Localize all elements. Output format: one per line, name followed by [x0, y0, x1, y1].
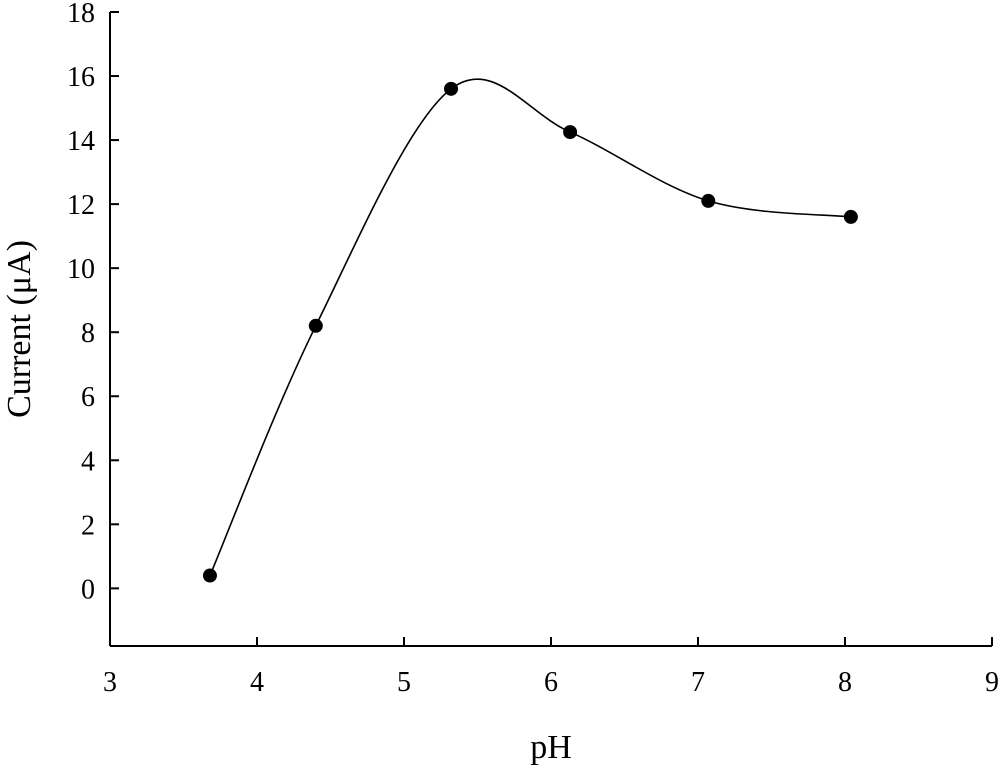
y-axis-ticks: 0 2 4 6 8 10 12 14 16 18: [67, 0, 119, 605]
x-tick-label: 3: [103, 667, 117, 698]
y-tick-label: 0: [81, 574, 95, 605]
x-tick-label: 8: [838, 667, 852, 698]
x-tick-label: 7: [691, 667, 705, 698]
x-tick-label: 5: [397, 667, 411, 698]
y-tick-label: 6: [81, 382, 95, 413]
y-tick-label: 4: [81, 446, 95, 477]
x-tick-label: 9: [985, 667, 999, 698]
plot-area: [202, 78, 858, 583]
x-tick-label: 6: [544, 667, 558, 698]
y-tick-label: 16: [67, 62, 95, 93]
x-axis-title: pH: [530, 729, 572, 766]
y-tick-label: 2: [81, 510, 95, 541]
axes: [109, 12, 992, 647]
y-tick-label: 12: [67, 190, 95, 221]
data-point: [701, 193, 716, 208]
x-tick-label: 4: [250, 667, 264, 698]
y-axis-title: Current (μA): [1, 240, 38, 418]
y-tick-label: 18: [67, 0, 95, 29]
data-point: [308, 318, 323, 333]
y-tick-label: 14: [67, 126, 95, 157]
y-tick-label: 10: [67, 254, 95, 285]
series-line: [209, 78, 851, 576]
data-point: [563, 125, 578, 140]
data-point: [202, 568, 217, 583]
data-point: [444, 81, 459, 96]
x-axis-ticks: 3 4 5 6 7 8 9: [103, 637, 999, 698]
data-point: [843, 209, 858, 224]
y-tick-label: 8: [81, 318, 95, 349]
